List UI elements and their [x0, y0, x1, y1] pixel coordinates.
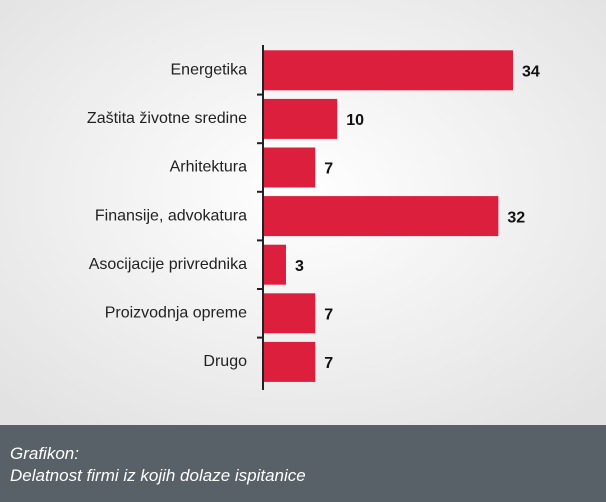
value-label: 32	[507, 209, 525, 226]
bar	[264, 98, 338, 139]
caption-line: Delatnost firmi iz kojih dolaze ispitani…	[10, 466, 306, 485]
category-label: Energetika	[171, 62, 248, 79]
value-label: 7	[324, 161, 333, 178]
value-label: 10	[346, 112, 364, 129]
bar	[264, 196, 499, 237]
category-label: Proizvodnja opreme	[105, 305, 247, 322]
value-label: 7	[324, 307, 333, 324]
category-label: Arhitektura	[170, 159, 247, 176]
value-label: 7	[324, 355, 333, 372]
value-label: 3	[295, 258, 304, 275]
bar	[264, 341, 316, 382]
bar	[264, 293, 316, 334]
category-label: Asocijacije privrednika	[89, 256, 247, 273]
category-label: Finansije, advokatura	[95, 207, 247, 224]
category-label: Zaštita životne sredine	[87, 110, 247, 127]
bar	[264, 50, 513, 91]
bar	[264, 147, 316, 188]
value-label: 34	[522, 64, 540, 81]
bar	[264, 244, 286, 285]
chart: Energetika 34 Zaštita životne sredine 10 Arh…	[0, 0, 606, 425]
category-label: Drugo	[203, 353, 247, 370]
caption: Grafikon: Delatnost firmi iz kojih dolaz…	[0, 425, 606, 502]
caption-line: Grafikon:	[10, 444, 79, 463]
